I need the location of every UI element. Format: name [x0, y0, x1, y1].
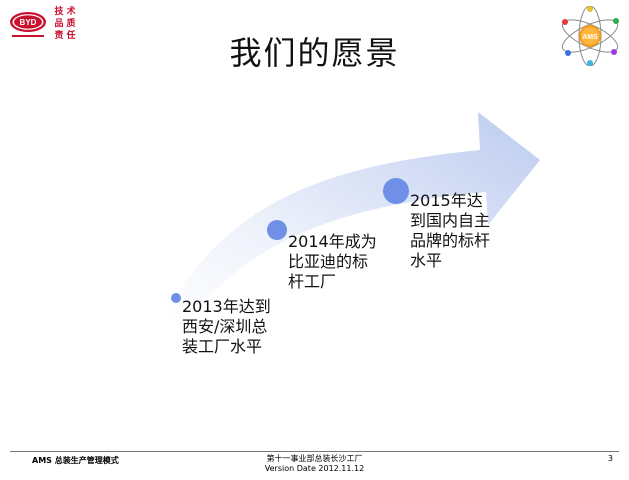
seal-char: 技 — [54, 7, 64, 17]
milestone-dot-2015 — [383, 178, 409, 204]
footer-divider — [10, 451, 619, 452]
footer-version-date: Version Date 2012.11.12 — [264, 464, 365, 473]
milestone-2013-text: 2013年达到 西安/深圳总 装工厂水平 — [182, 297, 271, 356]
footer-department: 第十一事业部总装长沙工厂 — [266, 454, 363, 463]
seal-char: 责 — [54, 31, 64, 41]
byd-logo: BYD — [10, 12, 46, 37]
growth-arrow — [168, 112, 540, 330]
byd-logo-text: BYD — [20, 18, 37, 27]
milestone-dot-2013 — [171, 293, 181, 303]
page-number: 3 — [607, 454, 613, 463]
seal-char: 术 — [66, 7, 76, 17]
seal-char: 质 — [66, 19, 76, 29]
footer-center: 第十一事业部总装长沙工厂 Version Date 2012.11.12 — [0, 454, 629, 474]
milestone-2015-text: 2015年达 到国内自主 品牌的标杆 水平 — [410, 191, 491, 270]
footer-left-text: AMS 总装生产管理模式 — [32, 456, 119, 465]
quality-seal-logo: 技 术 品 质 责 任 — [54, 8, 80, 44]
slide-title: 我们的愿景 — [229, 34, 400, 72]
ams-logo-text: AMS — [582, 34, 598, 41]
seal-char: 品 — [54, 19, 64, 29]
milestone-2014-text: 2014年成为 比亚迪的标 杆工厂 — [288, 232, 377, 291]
ams-atom-logo: AMS — [561, 6, 619, 66]
milestone-dot-2014 — [267, 220, 287, 240]
seal-char: 任 — [66, 31, 76, 41]
